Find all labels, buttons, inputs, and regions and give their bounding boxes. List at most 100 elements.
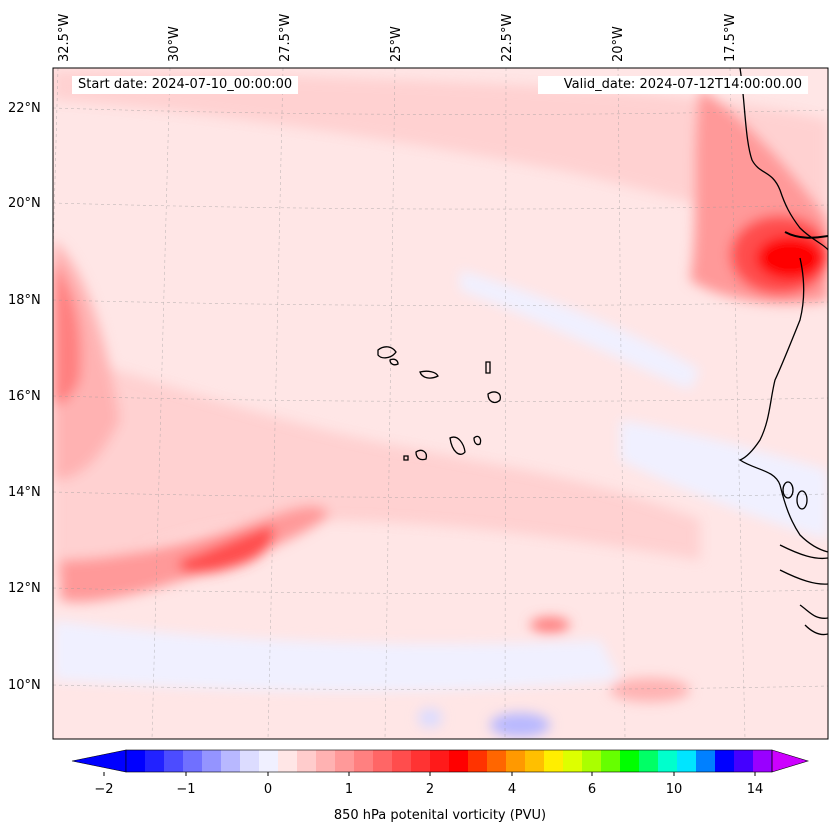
- colorbar-swatch: [316, 750, 336, 772]
- colorbar-swatch: [297, 750, 317, 772]
- graticule-lat-22: [53, 107, 828, 115]
- lat-label-12: 12°N: [8, 581, 41, 596]
- pv-negative-spot-2: [418, 708, 442, 728]
- colorbar-swatch: [335, 750, 355, 772]
- colorbar: −2 −1 0 1 2 4 6 10 14: [71, 749, 810, 797]
- colorbar-swatch: [145, 750, 165, 772]
- lat-label-22: 22°N: [8, 101, 41, 116]
- island-santo-antao: [377, 346, 397, 359]
- graticule-lat-20: [53, 202, 828, 210]
- colorbar-swatch: [126, 750, 146, 772]
- colorbar-swatch: [240, 750, 260, 772]
- graticule-lon-20: [617, 68, 626, 739]
- africa-coastline: [738, 68, 828, 553]
- colorbar-swatch: [392, 750, 412, 772]
- colorbar-swatch: [487, 750, 507, 772]
- island-santiago: [449, 436, 466, 455]
- colorbar-swatch: [601, 750, 621, 772]
- island-sao-vicente: [389, 358, 399, 366]
- colorbar-extend-high: [771, 749, 810, 773]
- pv-negative-east: [620, 420, 828, 540]
- graticule-lon-30: [151, 68, 171, 739]
- lat-label-18: 18°N: [8, 293, 41, 308]
- map-panel[interactable]: [40, 68, 830, 739]
- pv-negative-south: [53, 620, 620, 692]
- colorbar-swatch: [411, 750, 431, 772]
- colorbar-swatch: [449, 750, 469, 772]
- colorbar-cells: [126, 750, 773, 772]
- lon-label-22-5: 22.5°W: [500, 14, 515, 62]
- colorbar-swatch: [525, 750, 545, 772]
- coastlines: [377, 68, 828, 636]
- colorbar-swatch: [164, 750, 184, 772]
- island-sao-nicolau: [419, 370, 439, 379]
- colorbar-tick-label: −1: [176, 782, 195, 797]
- colorbar-swatch: [430, 750, 450, 772]
- graticule-lon-17-5: [729, 68, 746, 739]
- colorbar-tick-label: −2: [94, 782, 113, 797]
- lon-label-17-5: 17.5°W: [723, 14, 738, 62]
- colorbar-swatch: [278, 750, 298, 772]
- pv-negative-spot: [490, 713, 550, 737]
- pv-maximum-mauritania-core: [756, 236, 824, 280]
- lon-label-30: 30°W: [167, 26, 182, 62]
- valid-date-label: Valid_date: 2024-07-12T14:00:00.00: [538, 76, 808, 94]
- gambia-coast: [779, 544, 828, 585]
- graticule-lon-27-5: [267, 68, 284, 739]
- island-boa-vista: [487, 391, 501, 404]
- lon-label-20: 20°W: [611, 26, 626, 62]
- graticule-lat-16: [53, 395, 828, 402]
- colorbar-tick-label: 6: [588, 782, 596, 797]
- lon-label-25: 25°W: [389, 26, 404, 62]
- island-brava: [403, 455, 409, 461]
- graticule-lon-22-5: [504, 68, 507, 739]
- lake-coastal-1: [782, 481, 794, 499]
- graticule-lat-14: [53, 491, 828, 498]
- pv-region-west-core: [53, 260, 82, 404]
- island-sal: [485, 361, 491, 374]
- colorbar-swatch: [354, 750, 374, 772]
- colorbar-swatch: [620, 750, 640, 772]
- lake-coastal-2: [796, 490, 808, 510]
- colorbar-swatch: [221, 750, 241, 772]
- colorbar-tick-label: 0: [264, 782, 272, 797]
- guinea-bissau-coast: [799, 604, 828, 636]
- colorbar-frame: [125, 749, 773, 773]
- colorbar-tick-label: 14: [747, 782, 764, 797]
- graticule-lat-10: [53, 684, 828, 691]
- colorbar-swatch: [563, 750, 583, 772]
- colorbar-swatch: [506, 750, 526, 772]
- pv-band-mid: [53, 350, 700, 580]
- colorbar-swatch: [753, 750, 773, 772]
- island-fogo: [415, 449, 428, 461]
- graticule: [53, 68, 828, 739]
- colorbar-ticks: [103, 772, 756, 776]
- island-maio: [473, 435, 482, 446]
- colorbar-tick-labels: −2 −1 0 1 2 4 6 10 14: [94, 782, 763, 797]
- graticule-lat-12: [53, 587, 828, 594]
- start-date-label: Start date: 2024-07-10_00:00:00: [72, 76, 299, 94]
- graticule-lon-25: [384, 68, 396, 739]
- colorbar-swatch: [373, 750, 393, 772]
- colorbar-tick-label: 1: [345, 782, 353, 797]
- map-frame: [52, 67, 829, 740]
- colorbar-tick-label: 4: [508, 782, 516, 797]
- colorbar-swatch: [202, 750, 222, 772]
- lat-label-14: 14°N: [8, 485, 41, 500]
- colorbar-swatch: [658, 750, 678, 772]
- pv-positive-spot: [530, 617, 570, 633]
- colorbar-swatch: [715, 750, 735, 772]
- colorbar-swatch: [544, 750, 564, 772]
- pv-region-south-core: [180, 525, 274, 574]
- colorbar-swatch: [582, 750, 602, 772]
- colorbar-swatch: [259, 750, 279, 772]
- colorbar-swatch: [734, 750, 754, 772]
- senegal-river-border: [784, 231, 828, 239]
- colorbar-extend-low: [71, 749, 127, 773]
- colorbar-swatch: [696, 750, 716, 772]
- colorbar-swatch: [677, 750, 697, 772]
- lat-label-20: 20°N: [8, 196, 41, 211]
- colorbar-tick-label: 2: [426, 782, 434, 797]
- lon-label-32-5: 32.5°W: [57, 14, 72, 62]
